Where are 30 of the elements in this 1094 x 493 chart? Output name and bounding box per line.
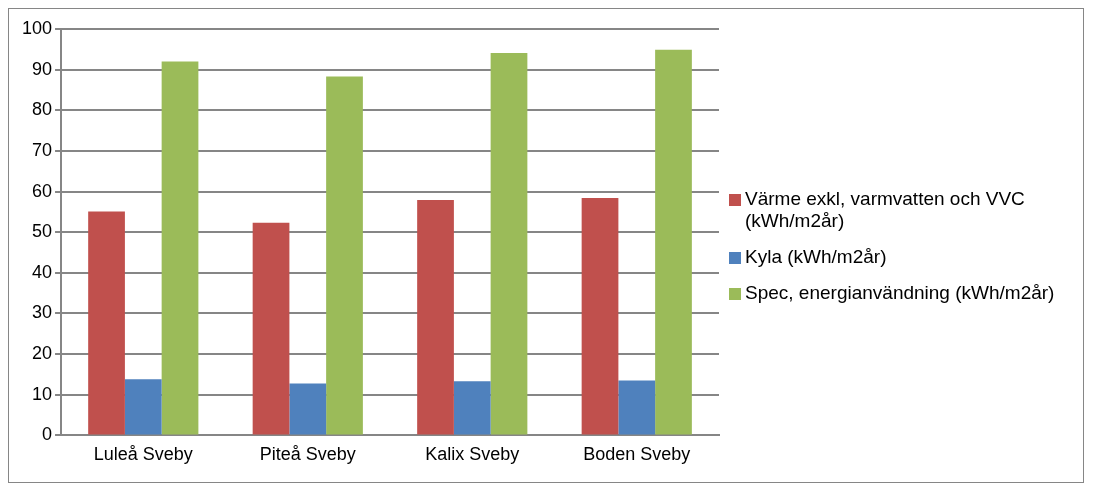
y-tick-label: 60 [32,180,53,201]
bar [88,211,125,435]
y-tick-label: 50 [32,221,53,242]
bar [289,383,327,435]
bar [618,380,656,435]
legend-label: Värme exkl, varmvatten och VVC (kWh/m2år) [745,187,1026,232]
bar [124,379,162,435]
y-tick-label: 10 [32,383,53,404]
y-tick-label: 100 [21,17,53,38]
bar [490,52,528,435]
bar [453,381,491,435]
bar [161,61,199,435]
bar [581,198,619,435]
y-tick-label: 20 [32,343,53,364]
legend-label: Spec, energianvändning (kWh/m2år) [745,281,1055,304]
y-tick-label: 80 [32,99,53,120]
y-tick-label: 70 [32,139,53,160]
legend-label: Kyla (kWh/m2år) [745,245,887,268]
bar [326,76,363,435]
x-tick-label: Kalix Sveby [425,444,520,465]
bar [655,49,692,435]
y-tick-label: 40 [32,261,53,282]
y-tick-label: 0 [42,424,53,445]
bar [417,200,454,435]
bar [252,222,290,435]
y-tick-label: 90 [32,58,53,79]
y-tick-label: 30 [32,302,53,323]
x-tick-label: Piteå Sveby [259,444,356,465]
x-tick-label: Boden Sveby [583,444,691,465]
x-tick-label: Luleå Sveby [93,444,193,465]
